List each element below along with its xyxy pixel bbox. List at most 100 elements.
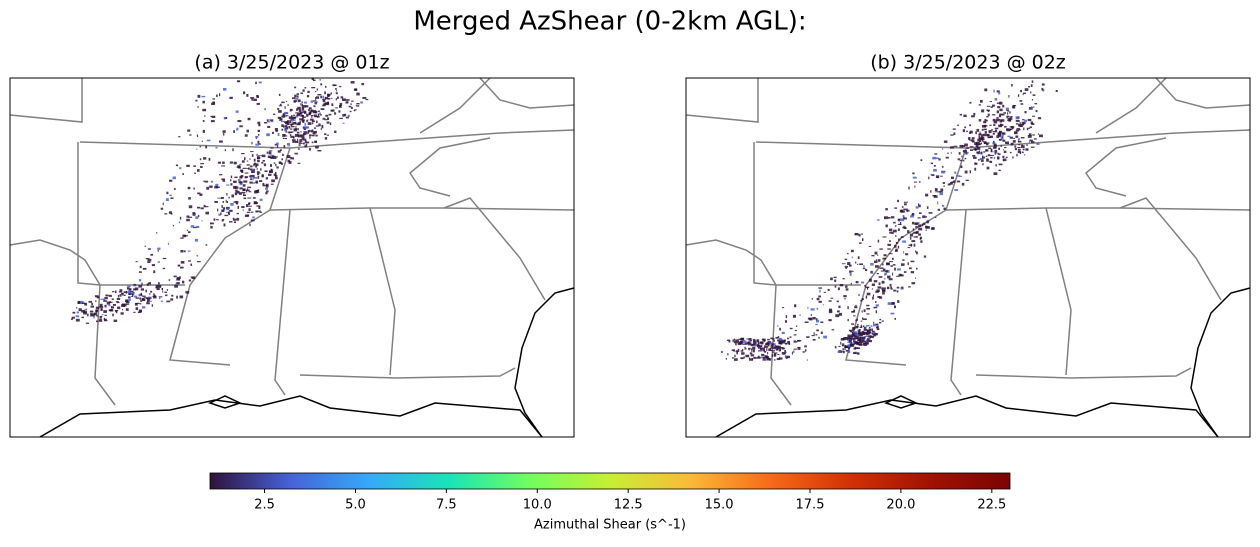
- radar-echo: [1012, 156, 1014, 159]
- radar-echo: [894, 207, 898, 209]
- radar-echo: [205, 244, 208, 246]
- radar-echo: [796, 325, 798, 327]
- radar-echo: [241, 191, 246, 194]
- radar-echo: [971, 137, 975, 140]
- radar-echo: [251, 141, 253, 145]
- radar-echo: [978, 159, 980, 161]
- radar-echo: [787, 337, 790, 340]
- radar-echo: [861, 233, 863, 235]
- radar-echo: [992, 118, 996, 122]
- radar-echo: [158, 282, 160, 285]
- radar-echo: [973, 148, 977, 151]
- radar-echo: [249, 165, 253, 168]
- radar-echo: [264, 170, 268, 173]
- radar-echo: [213, 101, 216, 105]
- radar-echo: [738, 338, 742, 340]
- radar-echo: [882, 287, 886, 290]
- radar-echo: [264, 108, 266, 111]
- radar-echo: [125, 303, 127, 307]
- radar-echo: [781, 331, 785, 335]
- radar-echo: [217, 161, 222, 164]
- radar-echo: [854, 233, 859, 236]
- radar-echo: [252, 178, 254, 181]
- radar-echo: [223, 207, 226, 210]
- radar-echo: [231, 194, 235, 198]
- radar-echo: [96, 315, 99, 317]
- radar-echo: [103, 310, 107, 313]
- radar-echo: [950, 146, 954, 149]
- radar-echo: [912, 228, 915, 231]
- radar-echo: [279, 103, 282, 106]
- radar-echo: [860, 320, 863, 322]
- radar-echo: [981, 128, 984, 131]
- radar-echo: [772, 343, 774, 346]
- radar-echo: [990, 154, 994, 156]
- radar-echo: [978, 119, 982, 122]
- radar-echo: [291, 114, 293, 118]
- radar-echo: [1008, 95, 1010, 98]
- radar-echo: [745, 354, 750, 358]
- radar-echo: [257, 159, 260, 163]
- radar-echo: [1022, 119, 1025, 121]
- radar-echo: [859, 326, 862, 328]
- radar-echo: [304, 101, 308, 104]
- radar-echo: [900, 209, 903, 213]
- radar-echo: [197, 192, 201, 195]
- radar-echo: [169, 179, 173, 182]
- radar-echo: [193, 165, 197, 167]
- radar-echo: [941, 170, 945, 174]
- radar-echo: [277, 108, 280, 110]
- radar-echo: [180, 250, 184, 253]
- radar-echo: [300, 103, 302, 106]
- radar-echo: [868, 245, 872, 247]
- radar-echo: [265, 177, 269, 180]
- radar-echo: [756, 339, 760, 343]
- radar-echo: [327, 117, 330, 120]
- radar-echo: [890, 265, 893, 267]
- radar-echo: [222, 161, 225, 164]
- radar-echo: [833, 276, 837, 279]
- radar-echo: [919, 212, 922, 214]
- radar-echo: [307, 129, 311, 133]
- radar-echo: [839, 284, 844, 287]
- radar-echo: [878, 282, 881, 286]
- radar-echo: [844, 346, 848, 349]
- radar-echo: [202, 108, 207, 112]
- radar-echo: [131, 292, 135, 294]
- radar-echo: [789, 336, 792, 338]
- radar-echo: [888, 253, 893, 255]
- radar-echo: [244, 176, 248, 179]
- radar-echo: [350, 103, 352, 105]
- radar-echo: [315, 91, 317, 93]
- radar-echo: [923, 255, 927, 258]
- radar-echo: [243, 180, 248, 183]
- radar-echo: [81, 302, 86, 305]
- radar-echo: [982, 156, 984, 159]
- radar-echo: [918, 203, 920, 207]
- radar-echo: [896, 275, 900, 277]
- radar-echo: [881, 287, 884, 290]
- radar-echo: [842, 348, 847, 350]
- radar-echo: [253, 98, 257, 102]
- radar-echo: [757, 342, 759, 346]
- radar-echo: [345, 101, 349, 104]
- radar-echo: [138, 285, 143, 288]
- radar-echo: [255, 163, 259, 167]
- radar-echo: [212, 98, 216, 100]
- radar-echo: [303, 116, 307, 118]
- radar-echo: [297, 106, 301, 110]
- radar-echo: [1014, 145, 1017, 148]
- radar-echo: [902, 215, 905, 218]
- radar-echo: [916, 267, 918, 270]
- radar-echo: [881, 280, 885, 284]
- radar-echo: [925, 193, 929, 197]
- radar-echo: [156, 232, 158, 234]
- radar-echo: [849, 272, 852, 276]
- radar-echo: [921, 223, 924, 227]
- radar-echo: [259, 198, 263, 202]
- radar-echo: [744, 346, 746, 348]
- radar-echo: [882, 289, 886, 293]
- radar-echo: [993, 172, 998, 176]
- radar-echo: [202, 129, 205, 133]
- radar-echo: [969, 139, 972, 141]
